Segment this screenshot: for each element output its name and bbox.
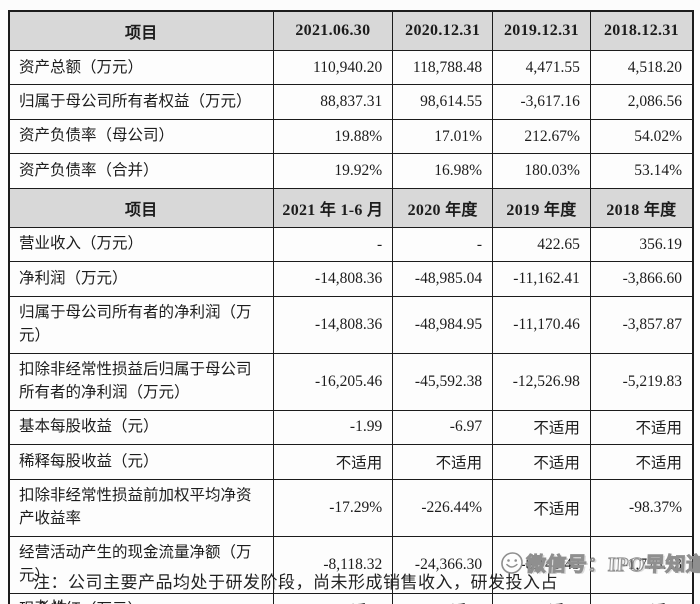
table-row: 经营活动产生的现金流量净额（万元） -8,118.32 -24,366.30 -8,1… — [8, 535, 694, 594]
cell-value: -226.44% — [392, 478, 494, 537]
cell-value: -48,984.95 — [392, 295, 494, 354]
cell-value: 212.67% — [492, 118, 591, 155]
cell-value: 53.14% — [589, 153, 694, 189]
row-label: 经营活动产生的现金流量净额（万元） — [8, 535, 274, 594]
financial-summary-table: 项目 2021.06.30 2020.12.31 2019.12.31 2018.12.… — [8, 10, 694, 604]
cell-value: -17.29% — [272, 478, 394, 537]
table-row: 基本每股收益（元） -1.99 -6.97 不适用 不适用 — [8, 409, 694, 446]
column-header: 2019 年度 — [492, 187, 591, 228]
cell-value: -3,866.60 — [589, 261, 694, 297]
cell-value: -6.97 — [392, 409, 494, 446]
cell-value: - — [272, 226, 394, 263]
cell-value: 不适用 — [589, 444, 694, 480]
header-row: 项目 2021 年 1-6 月 2020 年度 2019 年度 2018 年度 — [8, 187, 694, 228]
table-row: 资产总额（万元） 110,940.20 118,788.48 4,471.55 4,51… — [8, 49, 694, 86]
column-header: 2021.06.30 — [272, 10, 394, 51]
cell-value: -8,118.32 — [272, 535, 394, 594]
cell-value: 不适用 — [492, 409, 591, 446]
cell-value: 不适用 — [392, 444, 494, 480]
cell-value: 19.92% — [272, 153, 394, 189]
column-header: 2018 年度 — [589, 187, 694, 228]
cell-value: 110,940.20 — [272, 49, 394, 86]
cell-value: -98.37% — [589, 478, 694, 537]
cell-value: 356.19 — [589, 226, 694, 263]
row-label: 净利润（万元） — [8, 261, 274, 297]
row-label: 资产负债率（合并） — [8, 153, 274, 189]
cell-value: -14,808.36 — [272, 295, 394, 354]
row-label: 归属于母公司所有者权益（万元） — [8, 84, 274, 120]
column-header: 项目 — [8, 187, 274, 228]
column-header: 2019.12.31 — [492, 10, 591, 51]
cell-value: 不适用 — [589, 409, 694, 446]
column-header: 项目 — [8, 10, 274, 51]
row-label: 稀释每股收益（元） — [8, 444, 274, 480]
cell-value: 不适用 — [272, 444, 394, 480]
cell-value: -11,162.41 — [492, 261, 591, 297]
cell-value: 422.65 — [492, 226, 591, 263]
cell-value: 4,471.55 — [492, 49, 591, 86]
cell-value: 118,788.48 — [392, 49, 494, 86]
cell-value: 98,614.55 — [392, 84, 494, 120]
cell-value: -3,617.16 — [492, 84, 591, 120]
row-label: 基本每股收益（元） — [8, 409, 274, 446]
footnote: 注：公司主要产品均处于研发阶段，尚未形成销售收入，研发投入占 考性。 — [33, 570, 683, 604]
cell-value: 54.02% — [589, 118, 694, 155]
row-label: 资产总额（万元） — [8, 49, 274, 86]
table-row: 归属于母公司所有者的净利润（万元） -14,808.36 -48,984.95 -11… — [8, 295, 694, 354]
cell-value: 不适用 — [492, 444, 591, 480]
cell-value: - — [392, 226, 494, 263]
column-header: 2021 年 1-6 月 — [272, 187, 394, 228]
cell-value: -24,366.30 — [392, 535, 494, 594]
footnote-line-2: 考性。 — [33, 596, 683, 604]
table-row: 净利润（万元） -14,808.36 -48,985.04 -11,162.41 -3,… — [8, 261, 694, 297]
row-label: 扣除非经常性损益后归属于母公司所有者的净利润（万元） — [8, 352, 274, 411]
cell-value: 180.03% — [492, 153, 591, 189]
row-label: 营业收入（万元） — [8, 226, 274, 263]
row-label: 现金分红（万元） — [8, 592, 274, 604]
cell-value: -16,205.46 — [272, 352, 394, 411]
footnote-line-1: 注：公司主要产品均处于研发阶段，尚未形成销售收入，研发投入占 — [33, 573, 558, 592]
table-row: 资产负债率（母公司） 19.88% 17.01% 212.67% 54.02% — [8, 118, 694, 155]
table-row: 归属于母公司所有者权益（万元） 88,837.31 98,614.55 -3,617.… — [8, 84, 694, 120]
table-row: 稀释每股收益（元） 不适用 不适用 不适用 不适用 — [8, 444, 694, 480]
row-label: 扣除非经常性损益前加权平均净资产收益率 — [8, 478, 274, 537]
cell-value: -45,592.38 — [392, 352, 494, 411]
cell-value: 不适用 — [492, 478, 591, 537]
cell-value: -3,857.87 — [589, 295, 694, 354]
cell-value: -5,219.83 — [589, 352, 694, 411]
cell-value: 17.01% — [392, 118, 494, 155]
table-row: 扣除非经常性损益前加权平均净资产收益率 -17.29% -226.44% 不适用 -98… — [8, 478, 694, 537]
cell-value: -12,526.98 — [492, 352, 591, 411]
cell-value: 2,086.56 — [589, 84, 694, 120]
table-row: 资产负债率（合并） 19.92% 16.98% 180.03% 53.14% — [8, 153, 694, 189]
cell-value: -1,775.13 — [589, 535, 694, 594]
table-row: 扣除非经常性损益后归属于母公司所有者的净利润（万元） -16,205.46 -45,… — [8, 352, 694, 411]
row-label: 归属于母公司所有者的净利润（万元） — [8, 295, 274, 354]
row-label: 资产负债率（母公司） — [8, 118, 274, 155]
cell-value: -11,170.46 — [492, 295, 591, 354]
header-row: 项目 2021.06.30 2020.12.31 2019.12.31 2018.12.… — [8, 10, 694, 51]
cell-value: 16.98% — [392, 153, 494, 189]
cell-value: -1.99 — [272, 409, 394, 446]
cell-value: -48,985.04 — [392, 261, 494, 297]
cell-value: 19.88% — [272, 118, 394, 155]
table-row: 营业收入（万元） - -422.65 356.19 — [8, 226, 694, 263]
column-header: 2020 年度 — [392, 187, 494, 228]
cell-value: 88,837.31 — [272, 84, 394, 120]
column-header: 2020.12.31 — [392, 10, 494, 51]
cell-value: 4,518.20 — [589, 49, 694, 86]
column-header: 2018.12.31 — [589, 10, 694, 51]
cell-value: -14,808.36 — [272, 261, 394, 297]
